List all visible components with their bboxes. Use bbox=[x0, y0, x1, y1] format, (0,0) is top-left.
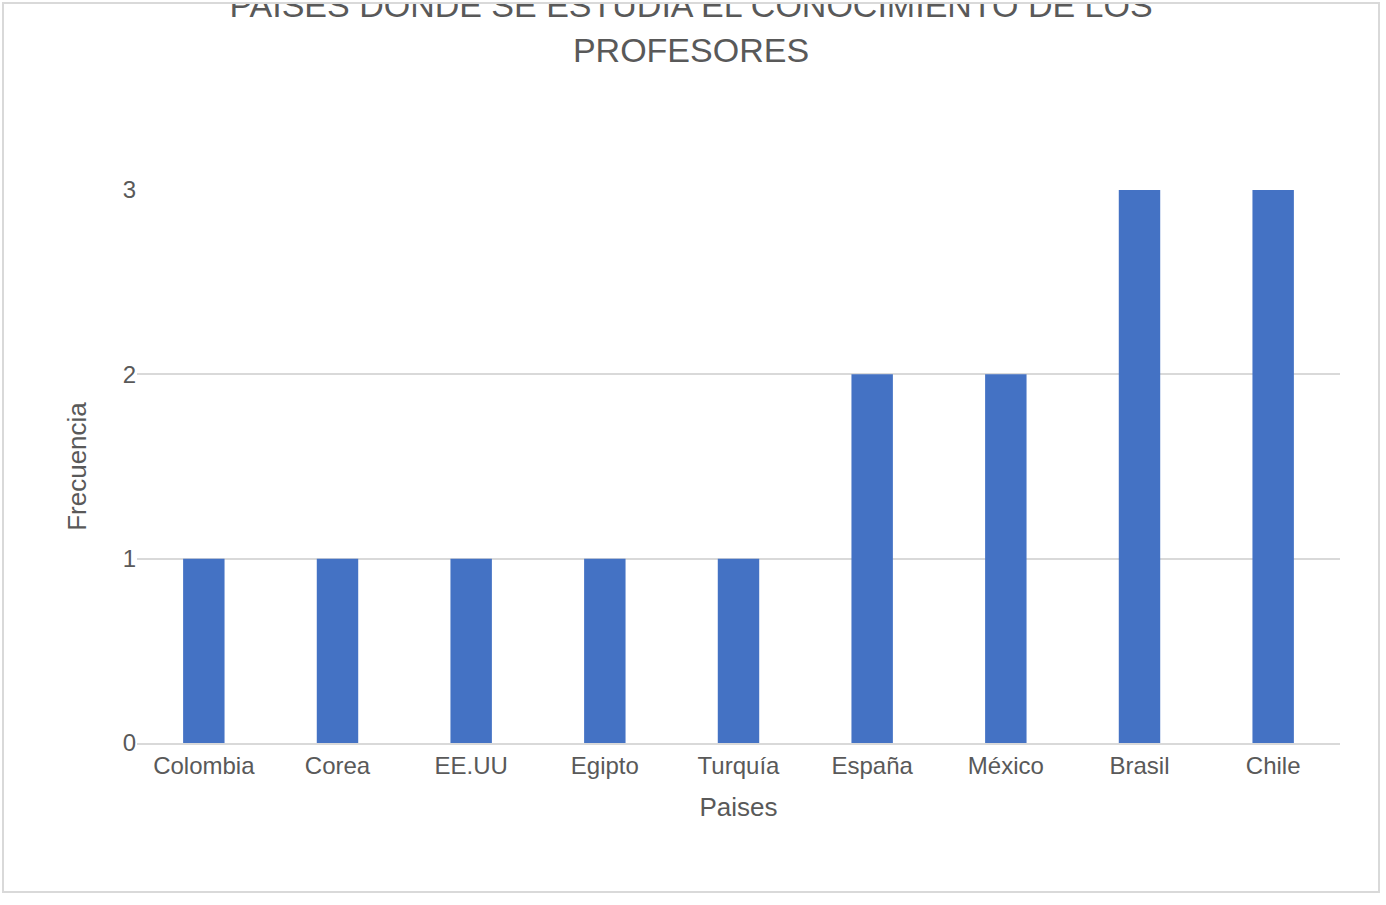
svg-text:Chile: Chile bbox=[1246, 752, 1301, 779]
svg-text:Frecuencia: Frecuencia bbox=[62, 402, 92, 531]
svg-text:España: España bbox=[831, 752, 913, 779]
svg-text:Turquía: Turquía bbox=[698, 752, 780, 779]
svg-text:Corea: Corea bbox=[305, 752, 371, 779]
svg-text:PAISES DONDE SE ESTUDIA EL CON: PAISES DONDE SE ESTUDIA EL CONOCIMIENTO … bbox=[229, 4, 1152, 69]
svg-text:0: 0 bbox=[123, 729, 136, 756]
svg-text:1: 1 bbox=[123, 545, 136, 572]
svg-text:3: 3 bbox=[123, 176, 136, 203]
svg-text:Brasil: Brasil bbox=[1109, 752, 1169, 779]
svg-text:México: México bbox=[968, 752, 1044, 779]
svg-text:Paises: Paises bbox=[699, 792, 777, 822]
svg-text:Colombia: Colombia bbox=[153, 752, 255, 779]
svg-text:2: 2 bbox=[123, 361, 136, 388]
svg-text:Egipto: Egipto bbox=[571, 752, 639, 779]
svg-text:EE.UU: EE.UU bbox=[434, 752, 507, 779]
